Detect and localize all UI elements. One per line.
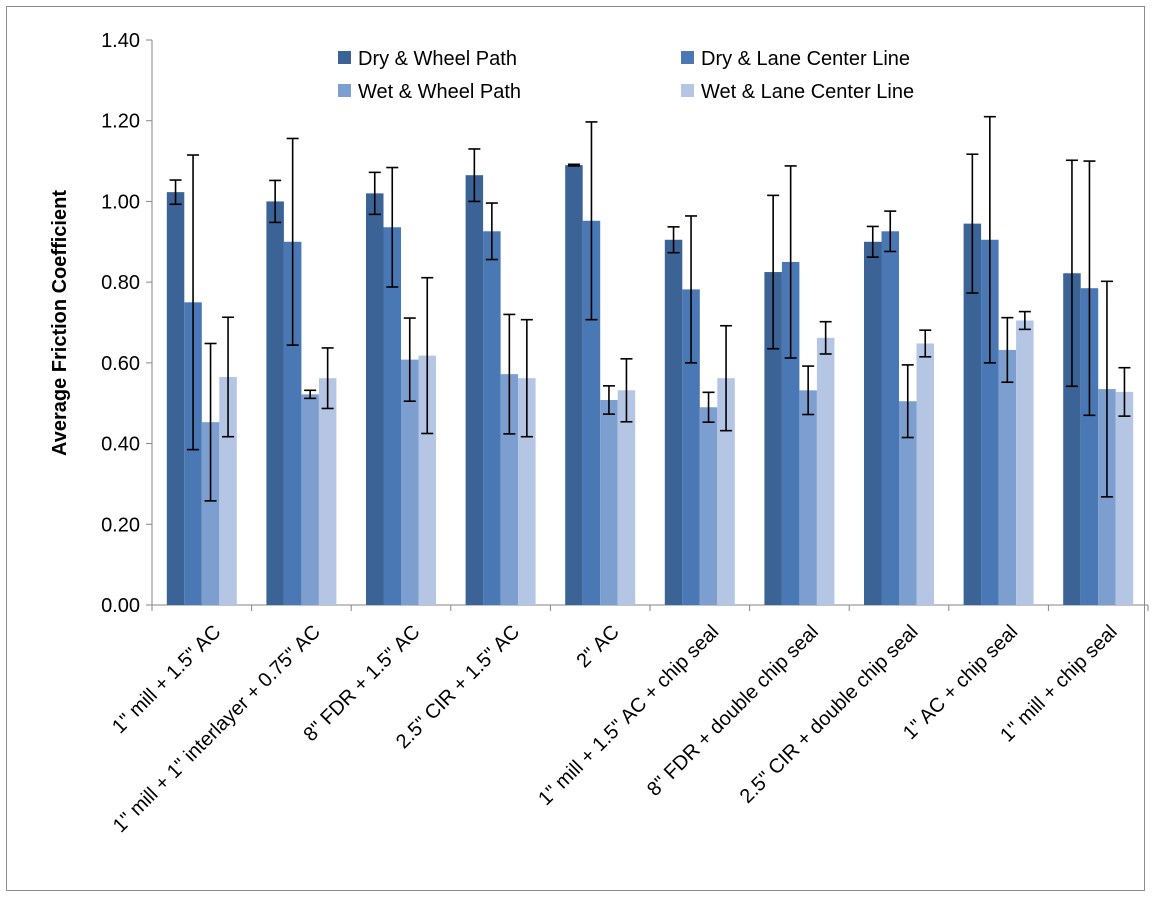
bar [717,378,735,605]
bar [699,407,718,605]
bar [366,193,384,605]
bar [916,343,934,605]
x-category-label: 1" mill + 1" interlayer + 0.75" AC [109,621,325,837]
bar [201,422,220,605]
bar [1063,273,1081,605]
bar [418,355,436,605]
bar [184,302,202,605]
bar [600,399,618,605]
bar [166,192,185,605]
x-category-label: 8" FDR + double chip seal [643,621,823,801]
bar [981,239,999,605]
legend-swatch [338,84,351,97]
bar [219,376,237,605]
bar [1115,391,1134,605]
y-tick-label: 0.80 [101,272,140,294]
bar [799,390,817,605]
error-bars [169,115,1131,502]
legend-label: Wet & Lane Center Line [701,81,914,103]
x-category-label: 1" mill + 1.5" AC [108,621,225,738]
y-tick-label: 1.40 [101,30,140,52]
legend-label: Wet & Wheel Path [358,81,521,103]
legend-swatch [681,84,694,97]
legend: Dry & Wheel Path Dry & Lane Center Line We… [338,48,914,103]
legend-swatch [338,51,351,64]
bar [781,261,800,605]
bar [664,239,683,605]
x-category-label: 2" AC [572,621,623,672]
y-tick-label: 0.60 [101,353,140,375]
bar [465,175,484,606]
bar [401,359,419,605]
bar [301,394,319,605]
y-axis-title: Average Friction Coefficient [49,190,71,456]
y-ticks: 0.00 0.20 0.40 0.60 0.80 1.00 1.20 1.40 [101,30,152,617]
bar [383,227,401,605]
bar [963,223,982,605]
y-tick-label: 1.20 [101,111,140,133]
legend-swatch [681,51,694,64]
x-category-label: 2.5" CIR + double chip seal [736,621,923,808]
legend-label: Dry & Lane Center Line [701,48,910,70]
bar [565,165,583,605]
bar [816,337,835,605]
bar [764,272,782,605]
bar [500,374,519,605]
bar [899,401,917,605]
y-tick-label: 0.00 [101,595,140,617]
bar [998,349,1017,605]
y-tick-label: 1.00 [101,191,140,213]
bar [617,390,636,605]
bar [266,201,284,605]
bar [864,241,882,606]
bars [166,165,1134,606]
bar [881,231,899,606]
x-category-labels: 1" mill + 1.5" AC1" mill + 1" interlayer… [108,621,1122,837]
bar [1080,288,1099,605]
bar [518,378,536,605]
bar [483,231,501,606]
x-category-label: 1" mill + 1.5" AC + chip seal [534,621,723,810]
bar [283,241,302,606]
bar [318,378,337,605]
y-tick-label: 0.20 [101,514,140,536]
y-tick-label: 0.40 [101,434,140,456]
bar [582,220,601,606]
bar [682,289,700,605]
bar [1016,320,1034,605]
legend-label: Dry & Wheel Path [358,48,517,70]
